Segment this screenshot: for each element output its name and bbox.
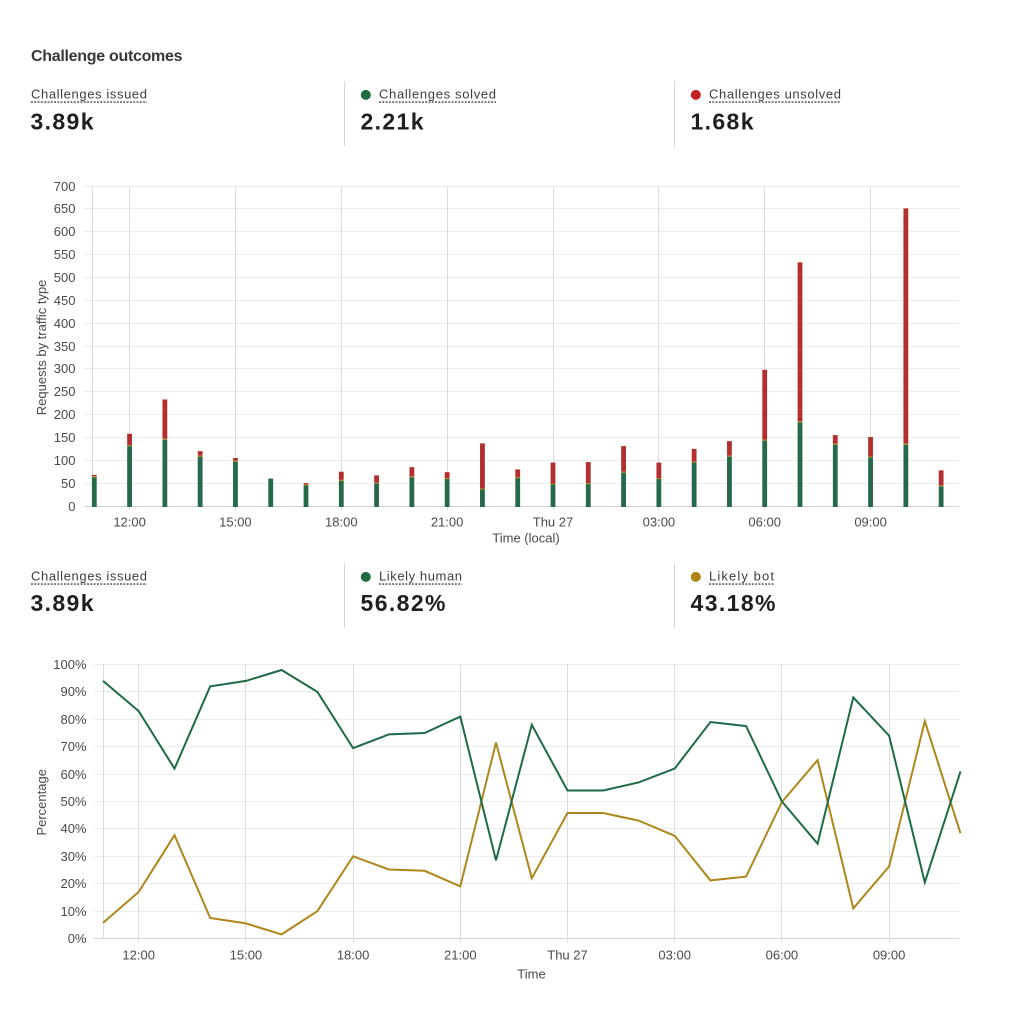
svg-text:0: 0 [68,499,75,514]
svg-text:Challenges unsolved: Challenges unsolved [709,87,841,102]
svg-text:1.68k: 1.68k [691,108,754,134]
svg-text:21:00: 21:00 [444,947,477,962]
svg-text:10%: 10% [60,904,86,919]
svg-text:09:00: 09:00 [854,515,887,530]
svg-text:300: 300 [54,361,76,376]
svg-text:09:00: 09:00 [873,947,906,962]
svg-text:100: 100 [54,453,76,468]
svg-text:100%: 100% [53,657,87,672]
svg-text:Challenges solved: Challenges solved [379,87,496,102]
svg-text:03:00: 03:00 [658,947,691,962]
svg-text:Challenges issued: Challenges issued [31,87,147,102]
svg-text:0%: 0% [68,931,87,946]
svg-text:Likely bot: Likely bot [709,569,774,584]
svg-text:15:00: 15:00 [230,947,263,962]
svg-text:450: 450 [54,293,76,308]
svg-text:Challenge outcomes: Challenge outcomes [31,48,183,65]
svg-text:Challenges issued: Challenges issued [31,569,147,584]
svg-text:Requests by traffic type: Requests by traffic type [34,280,49,416]
svg-text:15:00: 15:00 [219,515,252,530]
svg-text:400: 400 [54,316,76,331]
svg-text:Thu 27: Thu 27 [547,947,587,962]
svg-text:30%: 30% [60,849,86,864]
svg-text:21:00: 21:00 [431,515,464,530]
svg-text:03:00: 03:00 [643,515,676,530]
svg-text:350: 350 [54,339,76,354]
svg-text:12:00: 12:00 [122,947,155,962]
svg-text:70%: 70% [60,739,86,754]
svg-text:50: 50 [61,476,75,491]
svg-text:700: 700 [54,179,76,194]
svg-text:06:00: 06:00 [748,515,781,530]
svg-text:250: 250 [54,384,76,399]
svg-text:90%: 90% [60,684,86,699]
svg-text:60%: 60% [60,767,86,782]
svg-text:18:00: 18:00 [337,947,370,962]
svg-text:3.89k: 3.89k [31,590,94,616]
svg-text:200: 200 [54,407,76,422]
svg-text:50%: 50% [60,794,86,809]
svg-text:Time (local): Time (local) [492,531,559,546]
svg-text:500: 500 [54,270,76,285]
svg-text:18:00: 18:00 [325,515,358,530]
svg-text:550: 550 [54,247,76,262]
svg-text:Percentage: Percentage [34,769,49,836]
svg-text:20%: 20% [60,876,86,891]
svg-text:56.82%: 56.82% [361,590,446,616]
svg-text:Likely human: Likely human [379,569,462,584]
svg-text:40%: 40% [60,821,86,836]
svg-text:43.18%: 43.18% [691,590,776,616]
svg-text:2.21k: 2.21k [361,108,424,134]
svg-text:150: 150 [54,430,76,445]
svg-text:Time: Time [517,966,545,981]
svg-text:Thu 27: Thu 27 [533,515,573,530]
svg-text:12:00: 12:00 [113,515,146,530]
svg-text:600: 600 [54,224,76,239]
svg-text:80%: 80% [60,712,86,727]
svg-text:06:00: 06:00 [766,947,799,962]
svg-text:650: 650 [54,201,76,216]
svg-text:3.89k: 3.89k [31,108,94,134]
